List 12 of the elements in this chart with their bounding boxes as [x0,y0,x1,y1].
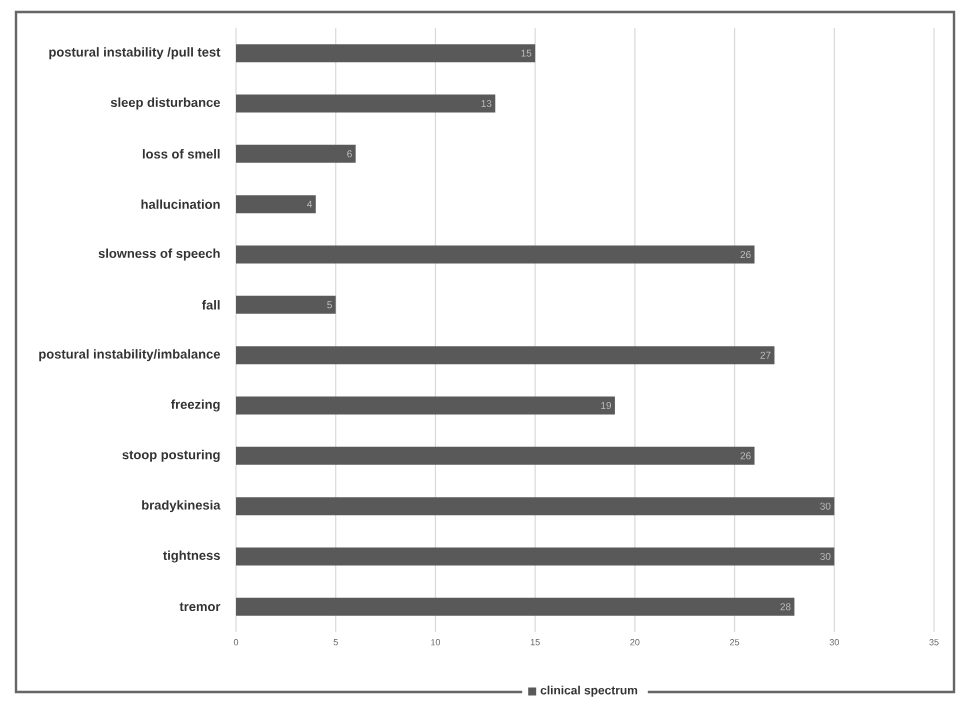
bar [236,446,755,465]
bar [236,195,316,214]
bar [236,245,755,264]
bar [236,597,795,616]
bar [236,396,615,415]
bar [236,295,336,314]
bar [236,44,536,63]
bar [236,94,496,113]
bar [236,547,835,566]
bar [236,346,775,365]
bar [236,144,356,163]
bar [236,497,835,516]
